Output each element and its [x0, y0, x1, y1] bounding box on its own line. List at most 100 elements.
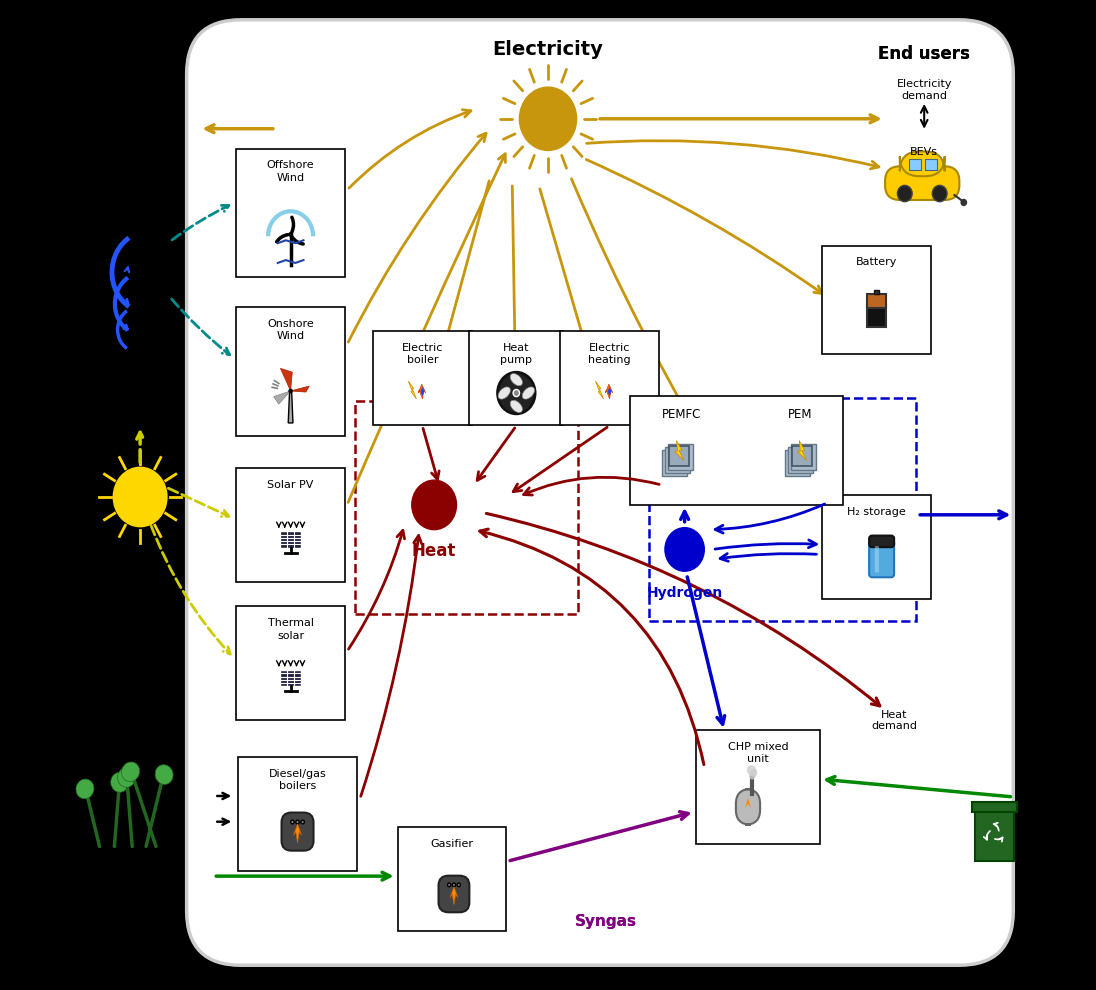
Polygon shape: [607, 387, 612, 396]
Polygon shape: [745, 798, 751, 808]
Text: Syngas: Syngas: [574, 914, 637, 929]
FancyBboxPatch shape: [662, 450, 687, 476]
Polygon shape: [798, 441, 807, 460]
Ellipse shape: [111, 772, 128, 792]
Ellipse shape: [290, 820, 294, 824]
Text: End users: End users: [878, 45, 970, 62]
Ellipse shape: [301, 820, 305, 824]
Text: Thermal
solar: Thermal solar: [267, 618, 313, 641]
Ellipse shape: [453, 883, 456, 887]
Polygon shape: [450, 887, 458, 905]
Text: End users: End users: [878, 45, 970, 62]
Ellipse shape: [113, 467, 167, 527]
Text: PEM: PEM: [788, 408, 813, 421]
Ellipse shape: [665, 528, 705, 571]
Ellipse shape: [457, 883, 460, 887]
FancyBboxPatch shape: [281, 532, 301, 547]
FancyBboxPatch shape: [630, 396, 843, 505]
Text: Electricity
demand: Electricity demand: [897, 79, 952, 101]
Ellipse shape: [933, 185, 947, 202]
Ellipse shape: [513, 389, 520, 397]
Ellipse shape: [747, 766, 755, 774]
FancyBboxPatch shape: [867, 294, 887, 308]
Ellipse shape: [412, 480, 457, 530]
FancyBboxPatch shape: [236, 148, 345, 277]
Ellipse shape: [898, 185, 912, 202]
FancyBboxPatch shape: [667, 445, 693, 470]
Text: Offshore
Wind: Offshore Wind: [266, 160, 315, 183]
Text: BEVs: BEVs: [910, 147, 938, 156]
FancyBboxPatch shape: [886, 166, 959, 200]
Text: CHP mixed
unit: CHP mixed unit: [728, 742, 788, 764]
FancyBboxPatch shape: [869, 541, 894, 577]
Polygon shape: [605, 384, 613, 399]
Polygon shape: [290, 386, 309, 392]
FancyBboxPatch shape: [696, 731, 820, 843]
FancyBboxPatch shape: [874, 290, 879, 294]
FancyBboxPatch shape: [785, 450, 810, 476]
Text: Electricity: Electricity: [492, 41, 604, 59]
Text: Battery: Battery: [856, 257, 898, 267]
FancyBboxPatch shape: [438, 876, 469, 913]
Polygon shape: [421, 387, 424, 396]
Ellipse shape: [447, 883, 450, 887]
Text: Electric
heating: Electric heating: [589, 344, 630, 365]
Ellipse shape: [499, 387, 511, 399]
Ellipse shape: [750, 773, 755, 779]
Polygon shape: [288, 391, 293, 423]
Text: PEMFC: PEMFC: [662, 408, 701, 421]
FancyBboxPatch shape: [867, 304, 887, 327]
FancyBboxPatch shape: [822, 495, 932, 599]
FancyBboxPatch shape: [665, 447, 690, 473]
FancyBboxPatch shape: [282, 813, 313, 850]
FancyBboxPatch shape: [909, 159, 921, 170]
Ellipse shape: [520, 87, 576, 150]
FancyBboxPatch shape: [373, 331, 471, 426]
Ellipse shape: [511, 400, 523, 413]
Text: Hydrogen: Hydrogen: [647, 586, 722, 600]
FancyBboxPatch shape: [788, 447, 813, 473]
FancyBboxPatch shape: [398, 828, 506, 931]
Text: Electric
boiler: Electric boiler: [401, 344, 443, 365]
Ellipse shape: [156, 764, 173, 784]
FancyBboxPatch shape: [822, 246, 932, 354]
Ellipse shape: [289, 233, 292, 236]
FancyBboxPatch shape: [281, 670, 301, 686]
FancyBboxPatch shape: [238, 756, 357, 871]
Polygon shape: [274, 391, 290, 404]
FancyBboxPatch shape: [560, 331, 659, 426]
Text: Heat
pump: Heat pump: [500, 344, 533, 365]
Polygon shape: [281, 368, 293, 391]
Ellipse shape: [117, 767, 136, 787]
Text: Heat: Heat: [412, 542, 456, 559]
FancyBboxPatch shape: [236, 468, 345, 582]
FancyBboxPatch shape: [790, 445, 815, 470]
Polygon shape: [294, 824, 301, 842]
Text: Diesel/gas
boilers: Diesel/gas boilers: [269, 768, 327, 791]
Text: Solar PV: Solar PV: [267, 480, 313, 490]
Ellipse shape: [498, 372, 535, 414]
Ellipse shape: [750, 769, 756, 776]
Polygon shape: [419, 384, 425, 399]
FancyBboxPatch shape: [869, 536, 894, 547]
FancyBboxPatch shape: [236, 606, 345, 721]
Text: H₂ storage: H₂ storage: [847, 507, 906, 518]
FancyBboxPatch shape: [186, 20, 1014, 965]
FancyBboxPatch shape: [875, 546, 879, 572]
Ellipse shape: [296, 820, 299, 824]
Polygon shape: [595, 381, 604, 399]
Text: Gasifier: Gasifier: [431, 840, 473, 849]
Polygon shape: [409, 381, 416, 399]
FancyBboxPatch shape: [972, 802, 1017, 812]
Ellipse shape: [289, 390, 292, 392]
FancyBboxPatch shape: [735, 789, 761, 825]
Text: Onshore
Wind: Onshore Wind: [267, 319, 313, 342]
Ellipse shape: [511, 373, 523, 386]
Ellipse shape: [122, 762, 139, 781]
FancyBboxPatch shape: [974, 812, 1014, 861]
FancyBboxPatch shape: [670, 446, 689, 466]
Ellipse shape: [961, 200, 967, 206]
Ellipse shape: [523, 387, 535, 399]
FancyBboxPatch shape: [236, 307, 345, 436]
Text: Syngas: Syngas: [574, 914, 637, 929]
